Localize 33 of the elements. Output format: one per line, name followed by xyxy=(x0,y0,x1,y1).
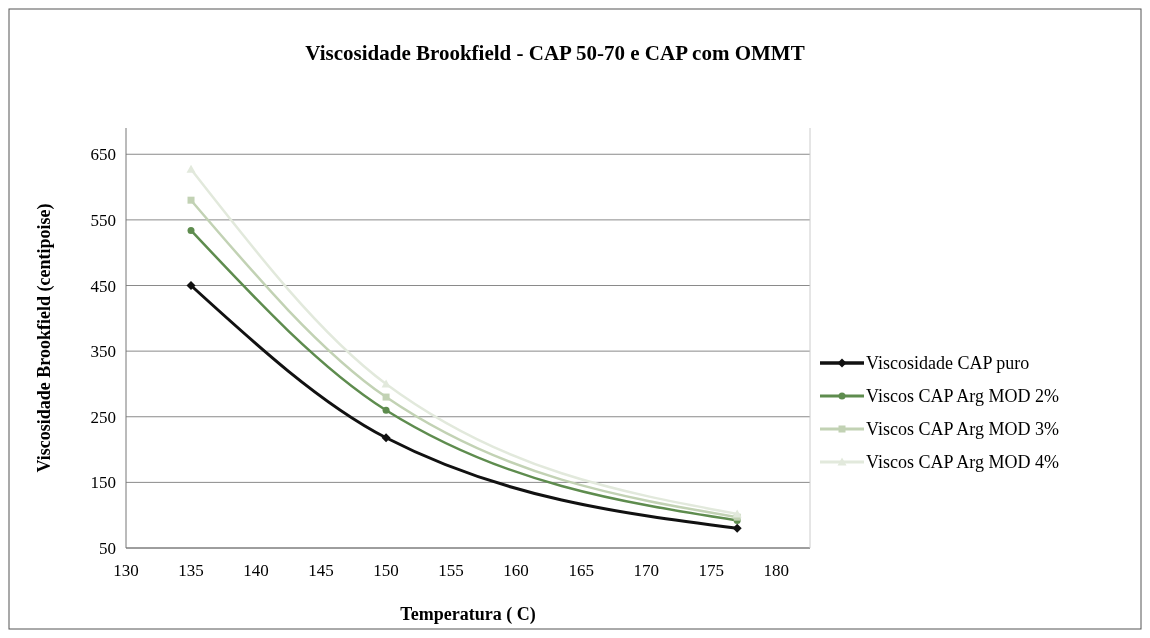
point xyxy=(186,164,196,173)
x-tick-label: 135 xyxy=(178,561,204,580)
y-tick-label: 250 xyxy=(90,407,116,427)
x-tick-label: 165 xyxy=(568,561,594,580)
x-tick-label: 175 xyxy=(698,561,724,580)
x-tick-label: 140 xyxy=(243,561,269,580)
x-tick-label: 155 xyxy=(438,561,464,580)
point xyxy=(381,433,391,443)
y-tick-label: 650 xyxy=(90,145,116,165)
x-axis-title: Temperatura ( C) xyxy=(400,604,536,625)
y-tick-label: 50 xyxy=(99,539,116,558)
point xyxy=(382,393,390,401)
point xyxy=(732,523,742,533)
point xyxy=(187,226,195,234)
y-tick-label: 450 xyxy=(90,276,116,296)
y-tick-label: 550 xyxy=(90,210,116,230)
x-tick-label: 170 xyxy=(633,561,659,580)
point xyxy=(186,281,196,290)
y-tick-label: 150 xyxy=(90,473,116,493)
legend-label: Viscos CAP Arg MOD 4% xyxy=(866,452,1059,472)
point xyxy=(382,406,390,414)
x-tick-label: 145 xyxy=(308,561,334,580)
legend-label: Viscosidade CAP puro xyxy=(866,353,1030,373)
chart-title: Viscosidade Brookfield - CAP 50-70 e CAP com OMMT xyxy=(305,41,805,65)
y-axis-title: Viscosidade Brookfield (centipoise) xyxy=(34,203,55,473)
y-tick-label: 350 xyxy=(90,342,116,362)
legend-label: Viscos CAP Arg MOD 3% xyxy=(866,419,1059,439)
x-tick-label: 180 xyxy=(763,561,789,580)
point xyxy=(187,196,195,204)
legend-label: Viscos CAP Arg MOD 2% xyxy=(866,386,1059,406)
x-tick-label: 160 xyxy=(503,561,529,580)
x-tick-label: 150 xyxy=(373,561,399,580)
x-tick-label: 130 xyxy=(113,561,139,580)
